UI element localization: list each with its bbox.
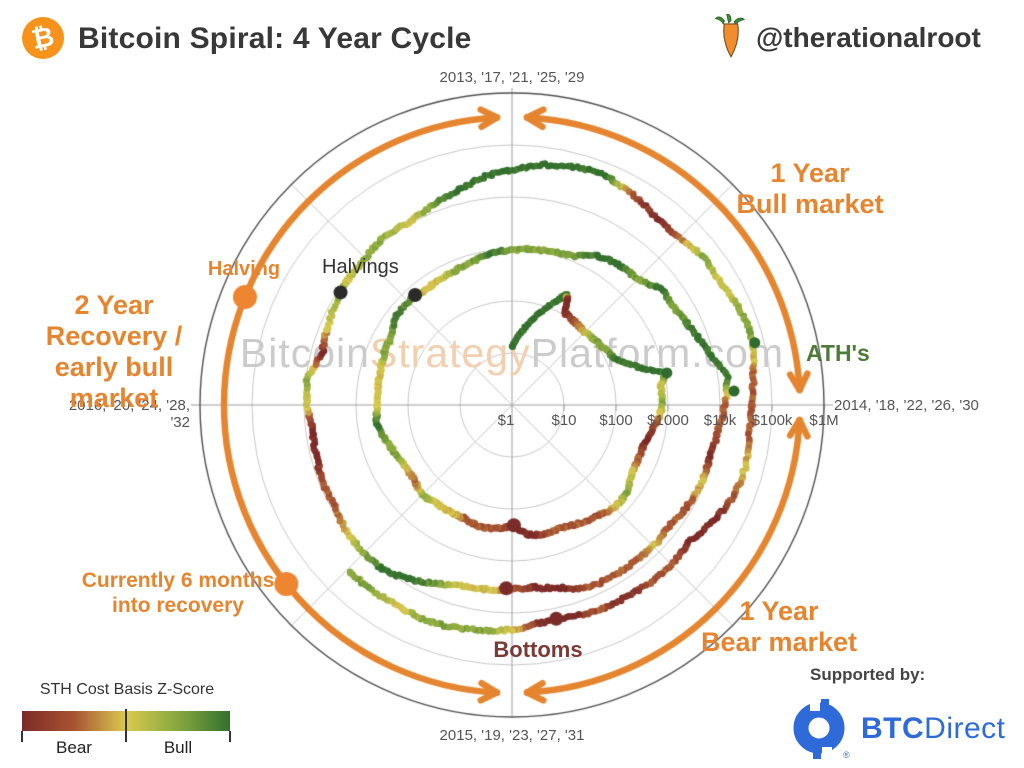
annotation-bear-market: 1 Year Bear market [679, 596, 879, 658]
annotation-aths: ATH's [806, 340, 870, 366]
legend-title: STH Cost Basis Z-Score [39, 681, 215, 698]
btcdirect-direct: Direct [924, 712, 1006, 745]
annotation-bottoms: Bottoms [493, 637, 583, 662]
svg-text:®: ® [843, 750, 850, 760]
axis-label-top: 2013, '17, '21, '25, '29 [439, 69, 585, 86]
annotation-current-line2: into recovery [112, 594, 244, 617]
annotation-recovery-line2: Recovery / [45, 321, 183, 351]
legend-tick-left [21, 731, 23, 742]
legend-tick-center [125, 709, 127, 742]
annotation-bull-line2: Bull market [736, 189, 884, 219]
annotation-current-line1: Currently 6 months [81, 569, 275, 592]
annotation-halvings: Halvings [322, 256, 399, 278]
legend-bear-label: Bear [56, 738, 92, 757]
annotation-halving-marker: Halving [207, 258, 281, 280]
radial-tick-label: $1000 [647, 412, 689, 429]
radial-tick-label: $10k [703, 412, 737, 429]
btcdirect-btc: BTC [861, 712, 925, 745]
legend-tick-right [229, 731, 231, 742]
radial-tick-label: $10 [551, 412, 577, 429]
radial-tick-label: $1M [809, 412, 839, 429]
btcdirect-logo: ® BTCDirect [793, 698, 1006, 760]
axis-label-bottom: 2015, '19, '23, '27, '31 [439, 727, 585, 744]
axis-label-left: 2016, '20, '24, '28, '32 [68, 397, 190, 431]
annotation-bear-line1: 1 Year [739, 596, 819, 626]
annotation-recovery-line1: 2 Year [74, 290, 154, 320]
radial-tick-label: $1 [497, 412, 515, 429]
radial-tick-label: $100 [599, 412, 633, 429]
legend-bull-label: Bull [163, 738, 193, 757]
radial-tick-label: $100k [751, 412, 793, 429]
axis-label-right: 2014, '18, '22, '26, '30 [834, 397, 979, 414]
annotation-bull-line1: 1 Year [770, 158, 850, 188]
annotation-recovery: 2 Year Recovery / early bull market [8, 290, 220, 414]
annotation-recovery-line3: early bull market [54, 352, 174, 413]
btcdirect-wordmark: BTCDirect [861, 712, 1006, 746]
supported-by-label: Supported by: [810, 665, 926, 684]
btcdirect-icon: ® [793, 699, 850, 760]
annotation-bull-market: 1 Year Bull market [710, 158, 910, 220]
annotation-bear-line2: Bear market [700, 627, 858, 657]
annotation-current: Currently 6 months into recovery [73, 568, 283, 618]
